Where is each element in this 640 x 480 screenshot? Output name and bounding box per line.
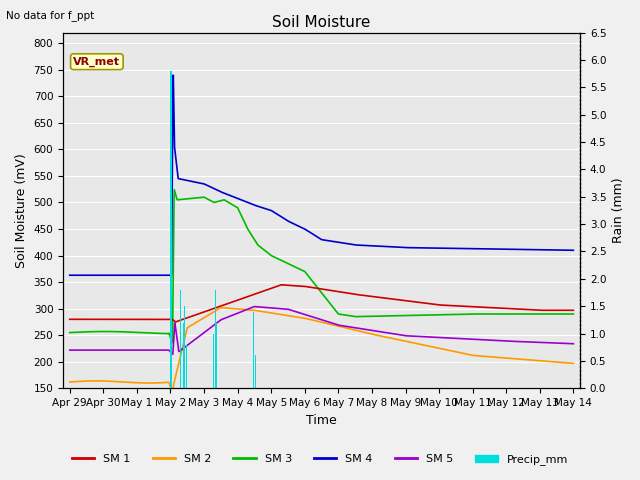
Bar (184, 306, 186, 388)
Title: Soil Moisture: Soil Moisture (273, 15, 371, 30)
Bar (253, 312, 254, 388)
Bar (213, 334, 214, 388)
X-axis label: Time: Time (306, 414, 337, 427)
Bar (214, 290, 216, 388)
Y-axis label: Soil Moisture (mV): Soil Moisture (mV) (15, 153, 28, 268)
Text: No data for f_ppt: No data for f_ppt (6, 10, 95, 21)
Bar (252, 284, 253, 388)
Bar (183, 323, 184, 388)
Bar (170, 71, 173, 388)
Y-axis label: Rain (mm): Rain (mm) (612, 178, 625, 243)
Text: VR_met: VR_met (74, 57, 120, 67)
Bar (216, 323, 217, 388)
Legend: SM 1, SM 2, SM 3, SM 4, SM 5, Precip_mm: SM 1, SM 2, SM 3, SM 4, SM 5, Precip_mm (68, 450, 572, 469)
Bar (180, 290, 181, 388)
Bar (186, 345, 187, 388)
Bar (255, 356, 256, 388)
